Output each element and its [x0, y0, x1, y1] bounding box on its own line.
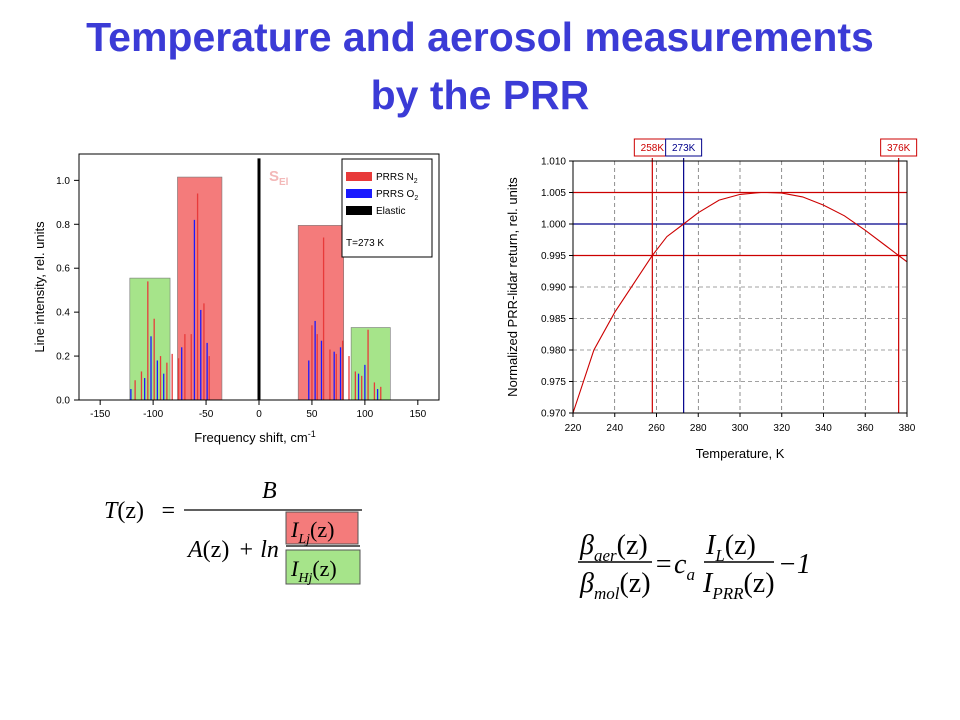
spectrum-band	[350, 327, 391, 401]
formula2-beta-mol: βmol(z)	[579, 568, 651, 603]
temperature-x-tick-label: 380	[899, 423, 916, 434]
temperature-x-tick-label: 240	[606, 423, 623, 434]
spectrum-x-axis-label: Frequency shift, cm-1	[194, 429, 315, 445]
temperature-y-tick-label: 1.005	[541, 188, 566, 199]
spectrum-ticks: -150 -100 -50 0 50 100 150 0.0 0.2 0.4 0.6 0.8 1.0	[56, 176, 427, 420]
slide-title: Temperature and aerosol measurements by …	[0, 8, 960, 124]
slide-title-line-2: by the PRR	[370, 72, 590, 118]
temperature-x-tick-label: 220	[565, 423, 582, 434]
temperature-x-tick-label: 260	[648, 423, 665, 434]
legend-swatch-n2	[346, 172, 372, 181]
formula1-numerator: B	[262, 478, 277, 504]
spectrum-legend: PRRS N2 PRRS O2 Elastic T=273 K	[341, 158, 433, 258]
spectrum-x-tick-label: 50	[306, 409, 318, 420]
spectrum-chart: -150 -100 -50 0 50 100 150 0.0 0.2 0.4 0.6 0.8 1.0 F…	[32, 153, 440, 445]
temperature-x-tick-label: 320	[773, 423, 790, 434]
formula2-beta-aer: βaer(z)	[579, 530, 648, 565]
spectrum-y-tick-label: 0.6	[56, 264, 70, 275]
formula1-ihj: IHj(z)	[290, 556, 337, 586]
formula2-il: IL(z)	[705, 530, 756, 565]
temperature-y-axis-label: Normalized PRR-lidar return, rel. units	[505, 177, 520, 397]
spectrum-lines	[130, 158, 382, 400]
temperature-formula: T(z) = B A(z) + ln ILj(z) IHj(z)	[104, 478, 362, 586]
spectrum-y-tick-label: 0.4	[56, 308, 70, 319]
spectrum-y-axis-label: Line intensity, rel. units	[32, 221, 47, 353]
formula1-equals: =	[160, 498, 176, 524]
temperature-y-tick-label: 0.980	[541, 346, 566, 357]
formula1-ilj: ILj(z)	[290, 517, 334, 547]
legend-swatch-o2	[346, 189, 372, 198]
spectrum-x-tick-label: -150	[90, 409, 110, 420]
formula1-denominator-a: A(z)	[186, 537, 229, 563]
temperature-x-axis-label: Temperature, K	[696, 446, 785, 461]
formula1-ilj-box	[285, 511, 359, 545]
temperature-y-tick-label: 0.970	[541, 409, 566, 420]
aerosol-formula: βaer(z) βmol(z) = ca IL(z) IPRR(z) −1	[578, 530, 811, 603]
temperature-chart: 258K 273K 376K 220 240 260 280 300 320 340 360 380…	[505, 138, 918, 461]
temperature-x-tick-label: 280	[690, 423, 707, 434]
spectrum-y-tick-label: 0.0	[56, 396, 70, 407]
temperature-x-tick-label: 360	[857, 423, 874, 434]
formula1-lhs: T(z)	[104, 498, 144, 524]
legend-label-elastic: Elastic	[376, 206, 405, 217]
formula2-minus-one: −1	[778, 549, 811, 580]
temperature-y-tick-label: 0.990	[541, 283, 566, 294]
temperature-marker-box	[880, 138, 918, 157]
temperature-marker-label: 376K	[887, 143, 911, 154]
formula1-ihj-box	[285, 549, 361, 585]
legend-label-n2: PRRS N2	[376, 172, 418, 185]
spectrum-y-tick-label: 0.2	[56, 352, 70, 363]
legend-temperature-note: T=273 K	[346, 238, 384, 249]
temperature-x-tick-label: 300	[732, 423, 749, 434]
temperature-marker-box	[665, 138, 703, 157]
spectrum-y-tick-label: 1.0	[56, 176, 70, 187]
elastic-annotation: SEl	[269, 168, 289, 188]
temperature-y-tick-label: 0.985	[541, 314, 566, 325]
spectrum-y-tick-label: 0.8	[56, 220, 70, 231]
spectrum-bands	[129, 176, 391, 401]
slide-title-line-1: Temperature and aerosol measurements	[86, 14, 874, 60]
spectrum-x-tick-label: 0	[256, 409, 262, 420]
spectrum-band	[177, 176, 223, 401]
temperature-y-tick-label: 1.000	[541, 220, 566, 231]
temperature-marker-label: 258K	[641, 143, 665, 154]
legend-swatch-elastic	[346, 206, 372, 215]
spectrum-x-tick-label: -100	[143, 409, 163, 420]
temperature-y-tick-label: 0.995	[541, 251, 566, 262]
formula2-iprr: IPRR(z)	[702, 568, 775, 603]
formula2-equals: =	[654, 549, 673, 580]
temperature-y-tick-label: 1.010	[541, 157, 566, 168]
temperature-markers: 258K 273K 376K	[573, 138, 918, 413]
spectrum-x-tick-label: -50	[199, 409, 214, 420]
temperature-marker-label: 273K	[672, 143, 696, 154]
temperature-curve	[572, 191, 908, 414]
legend-label-o2: PRRS O2	[376, 189, 418, 202]
spectrum-x-tick-label: 150	[409, 409, 426, 420]
temperature-x-tick-label: 340	[815, 423, 832, 434]
formula1-plus-ln: + ln	[238, 537, 279, 563]
temperature-ticks: 220 240 260 280 300 320 340 360 380 0.970 0.975 0.9…	[541, 157, 916, 435]
spectrum-x-tick-label: 100	[357, 409, 374, 420]
formula2-ca: ca	[674, 549, 695, 584]
temperature-y-tick-label: 0.975	[541, 377, 566, 388]
